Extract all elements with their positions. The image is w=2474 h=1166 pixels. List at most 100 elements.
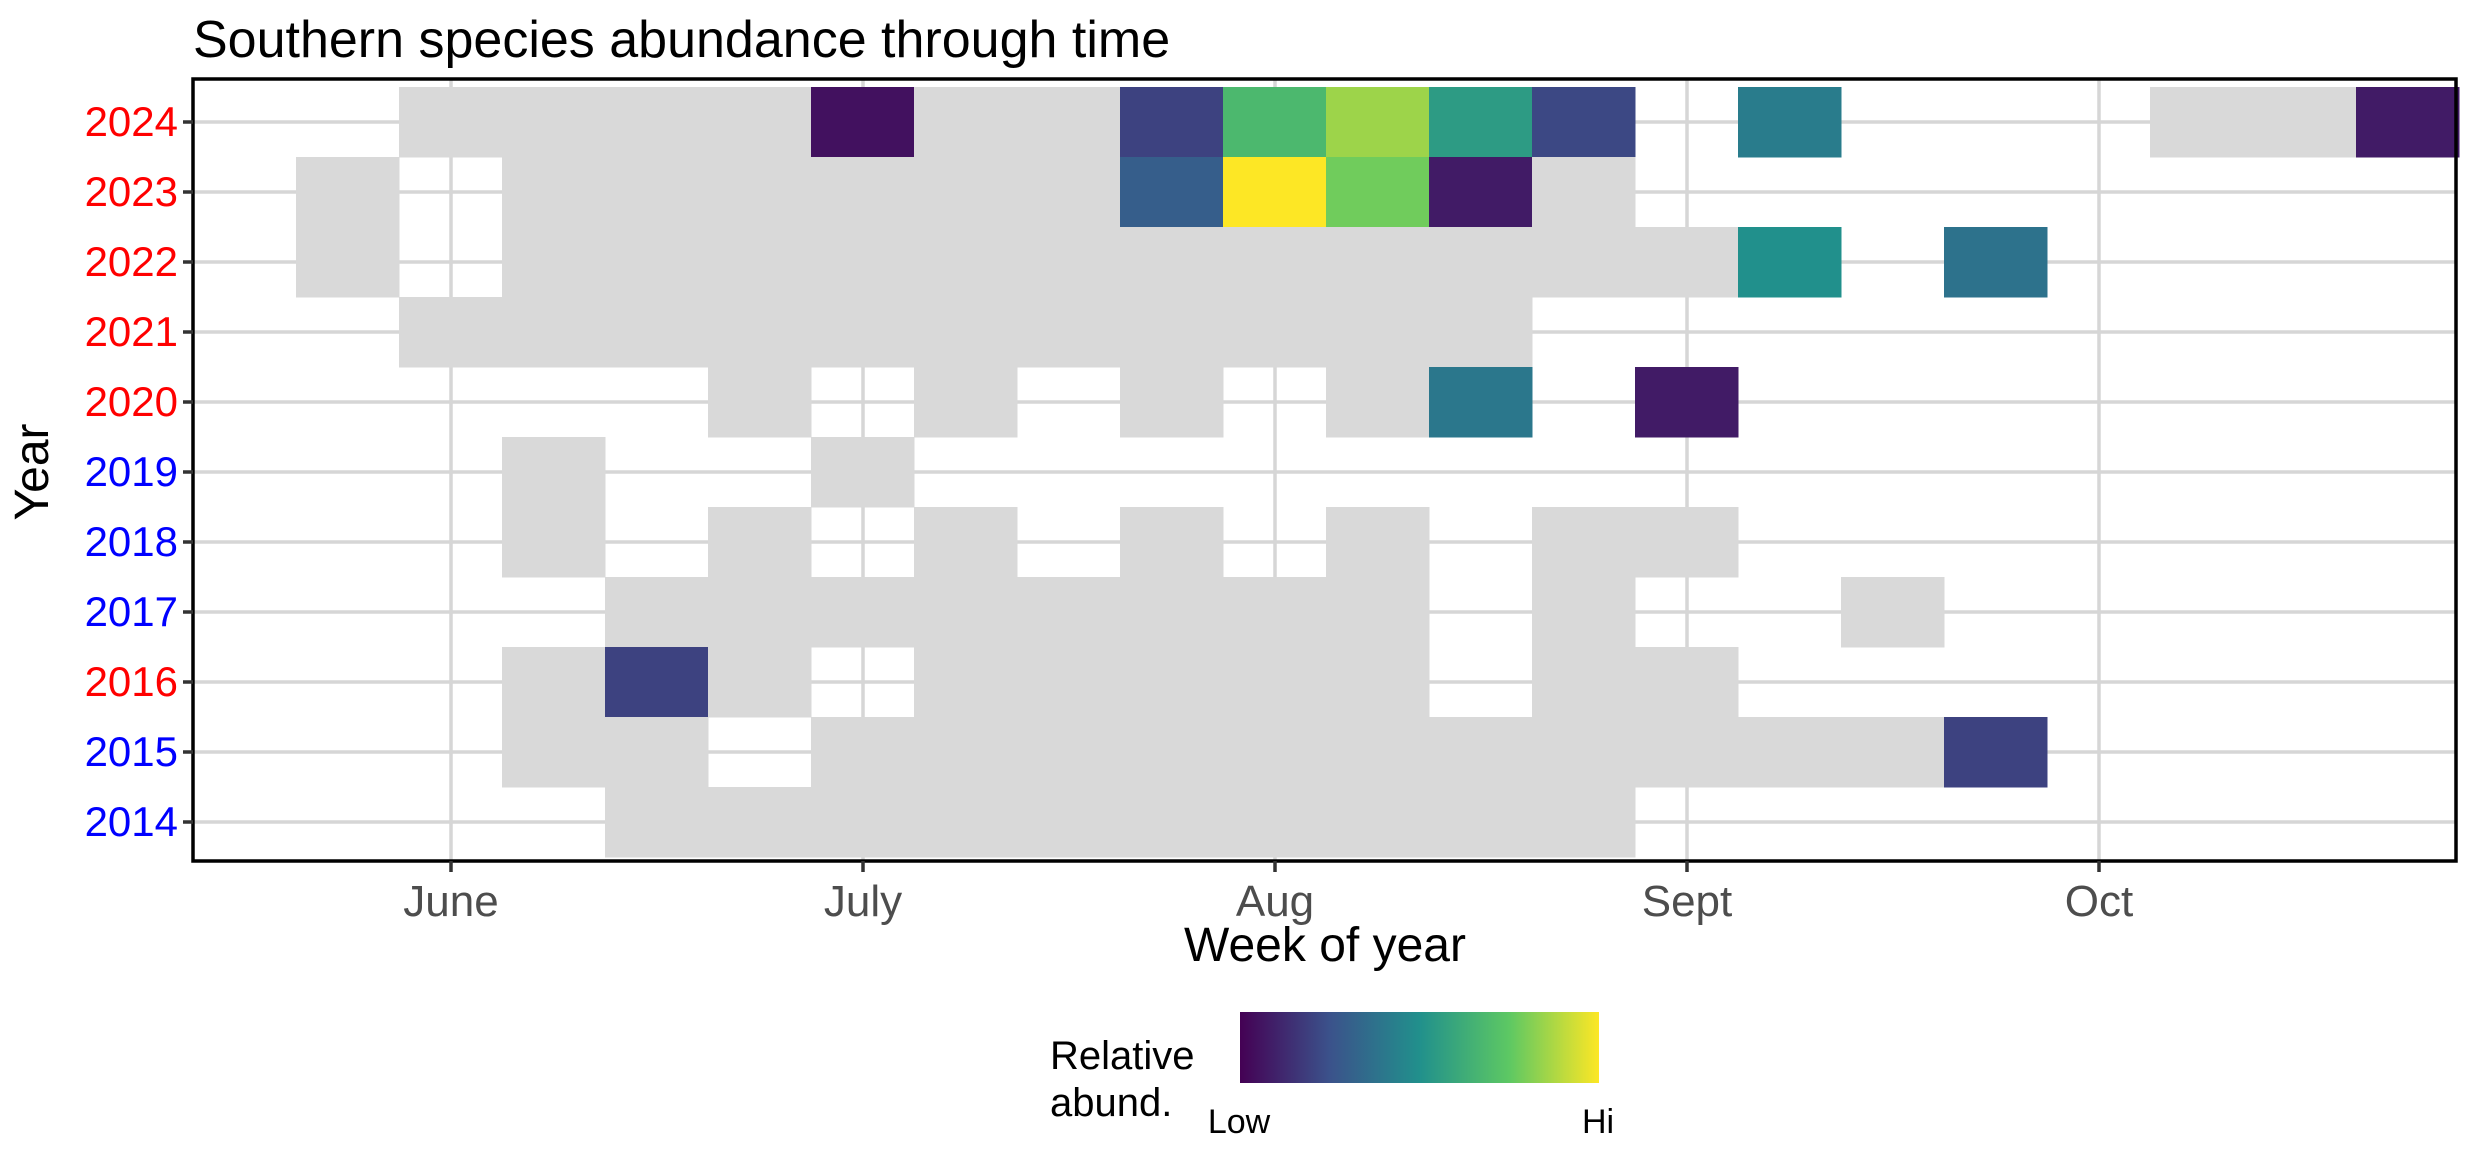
- y-tick-label-2016: 2016: [85, 658, 178, 705]
- heatmap-cell-2016-w14: [1532, 647, 1636, 718]
- heatmap-cell-2014-w9: [1017, 787, 1121, 858]
- heatmap-cell-2021-w7: [811, 297, 915, 368]
- heatmap-cell-2024-w16: [1738, 87, 1842, 158]
- heatmap-cell-2021-w3: [399, 297, 503, 368]
- heatmap-cells: [296, 87, 2460, 858]
- heatmap-cell-2018-w4: [502, 507, 606, 578]
- heatmap-cell-2020-w8: [914, 367, 1018, 438]
- x-tick-label-aug: Aug: [1236, 877, 1314, 926]
- heatmap-cell-2023-w11: [1223, 157, 1327, 228]
- heatmap-cell-2017-w7: [811, 577, 915, 648]
- heatmap-cell-2022-w18: [1944, 227, 2048, 298]
- legend-title-line2: abund.: [1050, 1081, 1172, 1125]
- x-tick-label-june: June: [403, 877, 498, 926]
- heatmap-cell-2015-w18: [1944, 717, 2048, 788]
- heatmap-cell-2024-w14: [1532, 87, 1636, 158]
- heatmap-cell-2024-w10: [1120, 87, 1224, 158]
- heatmap-cell-2023-w9: [1017, 157, 1121, 228]
- heatmap-cell-2023-w2: [296, 157, 400, 228]
- y-tick-label-2023: 2023: [85, 168, 178, 215]
- heatmap-cell-2018-w12: [1326, 507, 1430, 578]
- heatmap-cell-2019-w4: [502, 437, 606, 508]
- y-tick-label-2022: 2022: [85, 238, 178, 285]
- panel-border: [191, 77, 2458, 863]
- heatmap-cell-2020-w6: [708, 367, 812, 438]
- heatmap-cell-2015-w13: [1429, 717, 1533, 788]
- x-tick-label-july: July: [824, 877, 902, 926]
- heatmap-cell-2016-w12: [1326, 647, 1430, 718]
- chart-title: Southern species abundance through time: [193, 11, 1170, 69]
- y-tick-label-2018: 2018: [85, 518, 178, 565]
- heatmap-cell-2018-w10: [1120, 507, 1224, 578]
- heatmap-cell-2014-w11: [1223, 787, 1327, 858]
- heatmap-cell-2022-w16: [1738, 227, 1842, 298]
- y-axis-title: Year: [6, 423, 59, 520]
- y-tick-label-2014: 2014: [85, 798, 178, 845]
- heatmap-cell-2022-w10: [1120, 227, 1224, 298]
- heatmap-cell-2016-w6: [708, 647, 812, 718]
- heatmap-cell-2024-w7: [811, 87, 915, 158]
- heatmap-cell-2021-w13: [1429, 297, 1533, 368]
- heatmap-cell-2020-w12: [1326, 367, 1430, 438]
- heatmap-cell-2016-w9: [1017, 647, 1121, 718]
- heatmap-cell-2024-w8: [914, 87, 1018, 158]
- heatmap-cell-2015-w12: [1326, 717, 1430, 788]
- heatmap-cell-2022-w9: [1017, 227, 1121, 298]
- heatmap-cell-2024-w5: [605, 87, 709, 158]
- heatmap-cell-2016-w4: [502, 647, 606, 718]
- heatmap-cell-2018-w15: [1635, 507, 1739, 578]
- heatmap-cell-2014-w8: [914, 787, 1018, 858]
- heatmap-cell-2022-w12: [1326, 227, 1430, 298]
- heatmap-cell-2017-w9: [1017, 577, 1121, 648]
- heatmap-cell-2024-w12: [1326, 87, 1430, 158]
- legend-high-label: Hi: [1582, 1103, 1614, 1141]
- y-axis-tick-labels: 2014 2015 2016 2017 2018 2019 2020 2021 2022 2023…: [85, 98, 193, 845]
- heatmap-cell-2017-w8: [914, 577, 1018, 648]
- heatmap-cell-2024-w22: [2356, 87, 2460, 158]
- y-tick-label-2024: 2024: [85, 98, 178, 145]
- heatmap-cell-2022-w5: [605, 227, 709, 298]
- heatmap-cell-2024-w4: [502, 87, 606, 158]
- heatmap-cell-2023-w4: [502, 157, 606, 228]
- y-tick-label-2020: 2020: [85, 378, 178, 425]
- x-axis-tick-labels: June July Aug Sept Oct: [403, 861, 2133, 926]
- y-tick-label-2017: 2017: [85, 588, 178, 635]
- heatmap-cell-2017-w5: [605, 577, 709, 648]
- heatmap-cell-2019-w7: [811, 437, 915, 508]
- heatmap-cell-2021-w6: [708, 297, 812, 368]
- heatmap-cell-2024-w20: [2150, 87, 2254, 158]
- heatmap-cell-2023-w8: [914, 157, 1018, 228]
- heatmap-cell-2014-w14: [1532, 787, 1636, 858]
- heatmap-cell-2015-w17: [1841, 717, 1945, 788]
- heatmap-cell-2017-w17: [1841, 577, 1945, 648]
- heatmap-cell-2015-w8: [914, 717, 1018, 788]
- heatmap-cell-2014-w13: [1429, 787, 1533, 858]
- heatmap-cell-2015-w15: [1635, 717, 1739, 788]
- heatmap-cell-2018-w8: [914, 507, 1018, 578]
- heatmap-cell-2023-w5: [605, 157, 709, 228]
- heatmap-cell-2015-w4: [502, 717, 606, 788]
- heatmap-cell-2022-w11: [1223, 227, 1327, 298]
- heatmap-cell-2023-w6: [708, 157, 812, 228]
- heatmap-cell-2014-w6: [708, 787, 812, 858]
- heatmap-cell-2024-w13: [1429, 87, 1533, 158]
- heatmap-cell-2021-w11: [1223, 297, 1327, 368]
- heatmap-cell-2022-w4: [502, 227, 606, 298]
- heatmap-cell-2017-w14: [1532, 577, 1636, 648]
- heatmap-cell-2021-w5: [605, 297, 709, 368]
- heatmap-cell-2023-w10: [1120, 157, 1224, 228]
- heatmap-cell-2021-w10: [1120, 297, 1224, 368]
- heatmap-cell-2017-w12: [1326, 577, 1430, 648]
- x-tick-label-sept: Sept: [1642, 877, 1733, 926]
- heatmap-cell-2015-w11: [1223, 717, 1327, 788]
- y-tick-label-2021: 2021: [85, 308, 178, 355]
- heatmap-cell-2022-w6: [708, 227, 812, 298]
- heatmap-cell-2016-w5: [605, 647, 709, 718]
- heatmap-cell-2024-w3: [399, 87, 503, 158]
- y-tick-label-2019: 2019: [85, 448, 178, 495]
- heatmap-cell-2023-w12: [1326, 157, 1430, 228]
- heatmap-cell-2014-w12: [1326, 787, 1430, 858]
- heatmap-cell-2024-w9: [1017, 87, 1121, 158]
